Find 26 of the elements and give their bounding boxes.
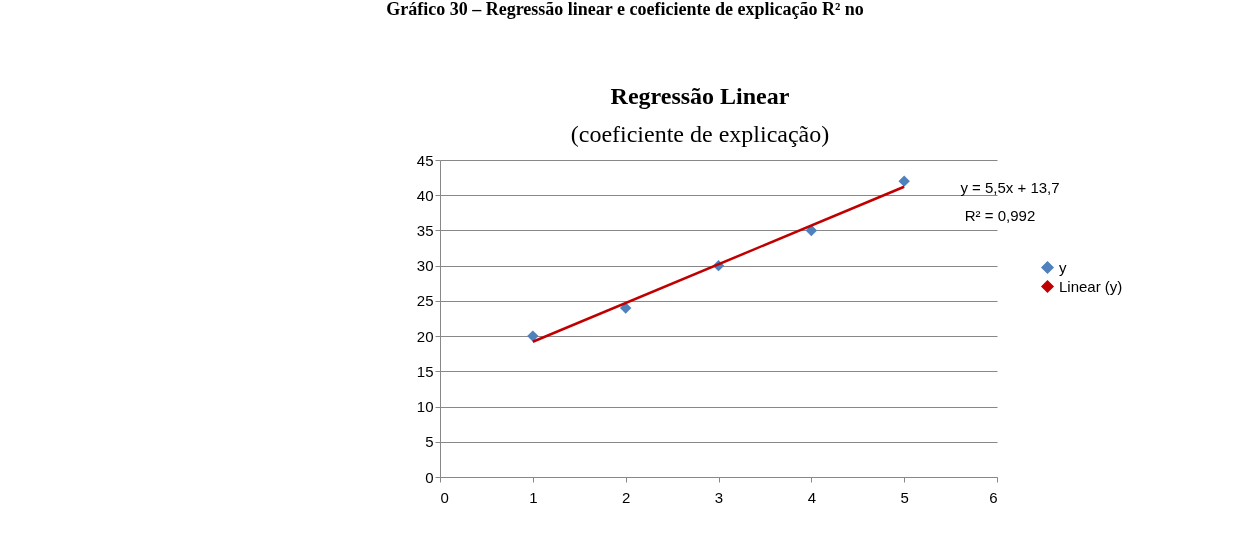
chart-subtitle: (coeficiente de explicação) [570,121,830,147]
y-tick-label: 25 [416,292,434,310]
legend-label: y [1059,258,1067,276]
x-tick-label: 0 [440,488,449,506]
x-tick-label: 5 [900,488,909,506]
text: Gráfico 30 – Regressão linear e coeficiente de explicação R² no [386,0,864,19]
y-tick-label: 30 [416,257,434,275]
y-tick-label: 5 [425,433,434,451]
legend-label: Linear (y) [1059,277,1123,295]
chart-title: Regressão Linear [610,83,790,109]
y-tick-label: 20 [416,327,434,345]
point [898,175,910,187]
x-tick-label: 4 [807,488,817,506]
y-tick-label: 40 [416,186,434,204]
x-tick-label: 6 [989,488,998,506]
annotation: R² = 0,992 [964,207,1036,224]
y-tick-label: 15 [416,362,434,380]
y-tick-label: 10 [416,398,434,416]
y-tick-label: 35 [416,221,434,239]
x-tick-label: 3 [714,488,724,506]
x-tick-label: 1 [529,488,538,506]
annotation: y = 5,5x + 13,7 [960,179,1060,196]
x-tick-label: 2 [621,488,631,506]
point [527,330,539,342]
y-tick-label: 45 [416,151,434,169]
y-tick-label: 0 [425,468,434,486]
